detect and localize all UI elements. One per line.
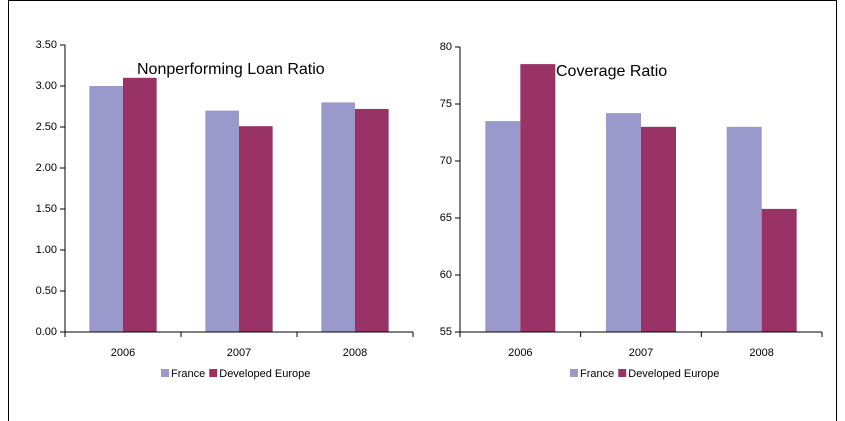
legend-label: France	[580, 368, 614, 380]
bar	[123, 77, 157, 332]
bar	[520, 64, 556, 332]
y-tick-label: 3.00	[36, 80, 57, 92]
legend-swatch	[618, 369, 627, 377]
legend-label: France	[171, 368, 205, 380]
legend-label: Developed Europe	[628, 368, 719, 380]
chart-title: Coverage Ratio	[556, 63, 667, 80]
bar	[761, 208, 797, 332]
y-tick-label: 70	[440, 155, 452, 167]
legend-swatch	[161, 369, 169, 377]
x-tick-label: 2008	[749, 347, 773, 359]
y-tick-label: 3.50	[36, 39, 57, 51]
chart-title: Nonperforming Loan Ratio	[137, 61, 325, 78]
bar	[355, 108, 389, 333]
x-tick-label: 2007	[629, 347, 653, 359]
bar	[239, 126, 273, 333]
frame	[8, 0, 837, 421]
y-tick-label: 2.50	[36, 121, 57, 133]
y-tick-label: 75	[440, 98, 452, 110]
x-tick-label: 2006	[508, 347, 532, 359]
y-tick-label: 65	[440, 212, 452, 224]
y-tick-label: 0.50	[36, 285, 57, 297]
x-tick-label: 2006	[111, 347, 135, 359]
bar	[641, 126, 676, 332]
legend-swatch	[209, 369, 218, 377]
legend-swatch	[570, 369, 578, 377]
y-tick-label: 60	[440, 269, 452, 281]
bar	[321, 102, 355, 333]
x-tick-label: 2007	[227, 347, 251, 359]
bar	[606, 113, 641, 333]
bar	[485, 121, 521, 332]
bar	[726, 126, 762, 332]
bar	[89, 86, 123, 332]
y-tick-label: 1.00	[36, 244, 57, 256]
y-tick-label: 1.50	[36, 203, 57, 215]
x-tick-label: 2008	[343, 347, 367, 359]
legend-label: Developed Europe	[219, 368, 310, 380]
y-tick-label: 0.00	[36, 326, 57, 338]
y-tick-label: 80	[440, 41, 452, 53]
y-tick-label: 55	[440, 326, 452, 338]
y-tick-label: 2.00	[36, 162, 57, 174]
bar	[205, 110, 239, 332]
